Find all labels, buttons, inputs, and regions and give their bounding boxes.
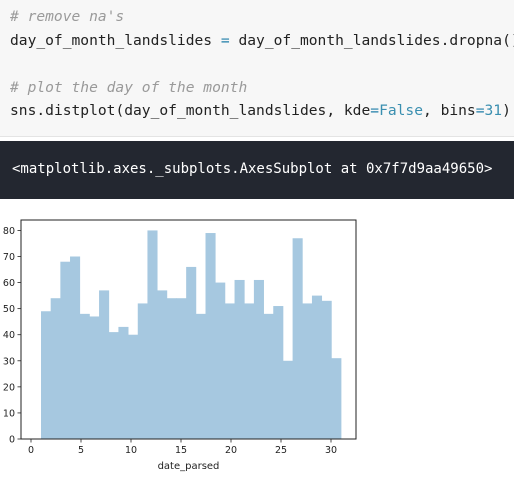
histogram-bar (263, 313, 274, 439)
code-method: dropna (449, 32, 503, 49)
code-function: distplot (45, 102, 116, 119)
x-tick-label: 25 (275, 445, 287, 456)
histogram-bar (195, 313, 206, 439)
code-comment: # plot the day of the month (10, 79, 248, 96)
y-tick-label: 20 (3, 382, 15, 393)
histogram-bar (108, 332, 119, 439)
histogram-bar (273, 306, 284, 439)
histogram-bar (215, 282, 226, 439)
code-args: (day_of_month_landslides, kde (115, 102, 371, 119)
code-call-end: () (502, 32, 514, 49)
histogram-bar (89, 316, 100, 439)
code-cell[interactable]: # remove na's day_of_month_landslides = … (0, 0, 514, 137)
plot-frame (20, 219, 357, 440)
histogram-chart: 0 5 10 15 20 25 30 0 10 20 30 40 50 60 70 80 date_pars… (3, 219, 357, 472)
code-keyword: False (379, 102, 423, 119)
histogram-bar (166, 298, 177, 439)
x-tick-label: 20 (225, 445, 237, 456)
y-axis-ticks: 0 10 20 30 40 50 60 70 80 (3, 226, 21, 446)
histogram-bar (321, 300, 332, 439)
code-operator: = (370, 102, 380, 119)
code-line-distplot: sns.distplot(day_of_month_landslides, kd… (10, 102, 511, 119)
histogram-bar (282, 360, 294, 439)
code-operator: = (220, 32, 230, 49)
code-line-comment-plot: # plot the day of the month (10, 79, 247, 96)
code-args: , bins (423, 102, 476, 119)
output-text: <matplotlib.axes._subplots.AxesSubplot a… (12, 161, 493, 177)
histogram-bar (176, 298, 187, 439)
code-call-end: ) (502, 102, 511, 119)
code-variable: day_of_month_landslides (10, 32, 213, 49)
histogram-bar (118, 326, 129, 439)
code-line-comment-remove-na: # remove na's (10, 8, 124, 25)
x-tick-label: 15 (175, 445, 187, 456)
histogram-bar (205, 233, 216, 439)
y-tick-label: 10 (3, 408, 15, 419)
y-tick-label: 70 (3, 252, 15, 263)
histogram-bar (253, 279, 264, 439)
histogram-bar (311, 295, 323, 439)
x-axis-label: date_parsed (158, 461, 220, 472)
histogram-bar (60, 261, 71, 439)
histogram-bar (70, 256, 81, 439)
y-tick-label: 80 (3, 226, 15, 237)
code-line-dropna: day_of_month_landslides = day_of_month_l… (10, 32, 514, 49)
histogram-bar (331, 358, 342, 439)
histogram-bar (41, 311, 52, 439)
x-tick-label: 30 (325, 445, 337, 456)
code-object: sns. (10, 102, 46, 119)
x-tick-label: 0 (28, 445, 34, 456)
histogram-bar (244, 303, 255, 439)
histogram-bar (147, 230, 158, 439)
y-tick-label: 40 (3, 330, 15, 341)
y-tick-label: 30 (3, 356, 15, 367)
y-tick-label: 0 (9, 435, 15, 446)
y-tick-label: 60 (3, 278, 15, 289)
x-tick-label: 5 (78, 445, 84, 456)
x-axis-ticks: 0 5 10 15 20 25 30 (28, 439, 337, 456)
histogram-bar (302, 303, 313, 439)
histogram-bar (186, 266, 197, 439)
histogram-bar (292, 238, 303, 439)
code-comment: # remove na's (10, 8, 125, 25)
histogram-bar (50, 298, 61, 439)
histogram-bar (128, 334, 139, 439)
y-tick-label: 50 (3, 304, 15, 315)
histogram-bar (137, 303, 148, 439)
histogram-bars (41, 230, 342, 439)
histogram-bar (234, 279, 245, 439)
code-number: 31 (484, 102, 503, 119)
code-object: day_of_month_landslides. (238, 32, 450, 49)
x-tick-label: 10 (125, 445, 137, 456)
output-cell: <matplotlib.axes._subplots.AxesSubplot a… (0, 141, 514, 199)
histogram-bar (224, 303, 235, 439)
histogram-bar (157, 290, 168, 439)
histogram-bar (99, 290, 110, 439)
code-operator: = (475, 102, 485, 119)
histogram-bar (79, 313, 90, 439)
